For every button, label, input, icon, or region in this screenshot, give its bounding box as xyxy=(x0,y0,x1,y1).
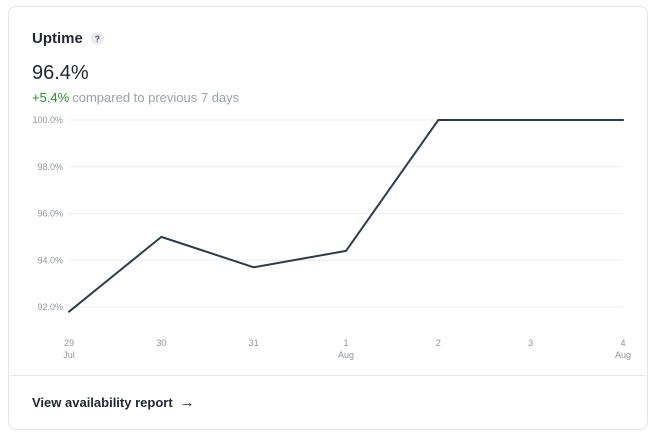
footer-divider xyxy=(9,375,647,376)
uptime-value: 96.4% xyxy=(32,62,89,84)
x-tick-month-label: Aug xyxy=(615,350,631,360)
delta-row: +5.4% compared to previous 7 days xyxy=(32,90,239,105)
x-tick-label: 29 xyxy=(64,338,74,348)
arrow-right-icon: → xyxy=(179,394,195,411)
uptime-series-line xyxy=(68,119,624,313)
y-tick-label: 98.0% xyxy=(37,162,63,172)
view-availability-report-link[interactable]: View availability report → xyxy=(32,394,195,411)
uptime-card: Uptime ? 96.4% +5.4% compared to previous… xyxy=(8,6,648,430)
y-tick-label: 94.0% xyxy=(37,255,63,265)
x-tick-month-label: Jul xyxy=(63,350,75,360)
delta-description: compared to previous 7 days xyxy=(72,90,240,105)
x-tick-label: 1 xyxy=(343,338,348,348)
uptime-line-chart: 92.0% 94.0% 96.0% 98.0% 100.0% 29 Jul 30 31 1 Aug 2… xyxy=(32,115,631,360)
y-tick-label: 92.0% xyxy=(37,302,63,312)
x-tick-label: 2 xyxy=(436,338,441,348)
y-tick-label: 100.0% xyxy=(32,115,63,125)
x-tick-month-label: Aug xyxy=(338,350,354,360)
x-tick-label: 31 xyxy=(249,338,259,348)
x-tick-label: 3 xyxy=(528,338,533,348)
card-header: Uptime ? xyxy=(32,30,104,47)
x-tick-label: 4 xyxy=(620,338,625,348)
x-tick-label: 30 xyxy=(156,338,166,348)
help-icon[interactable]: ? xyxy=(90,32,104,45)
card-title: Uptime xyxy=(32,30,83,47)
delta-value: +5.4% xyxy=(32,90,70,105)
footer-link-label: View availability report xyxy=(32,395,173,410)
y-tick-label: 96.0% xyxy=(37,209,63,219)
